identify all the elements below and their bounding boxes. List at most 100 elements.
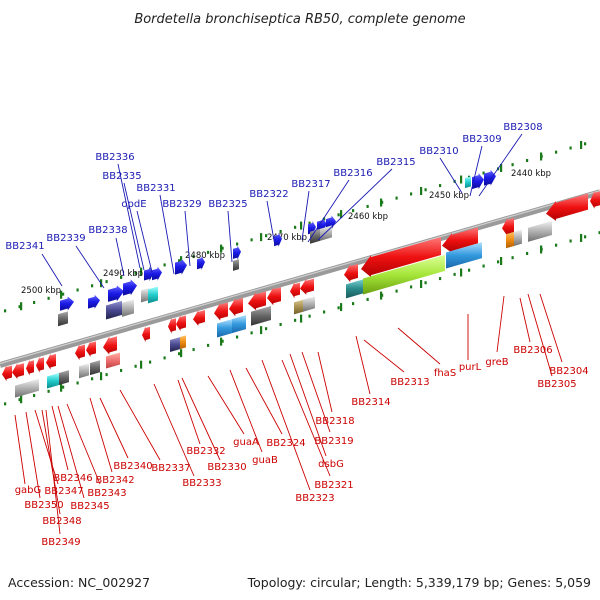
reverse-leader-line: [207, 375, 245, 435]
kbp-tick: [4, 402, 7, 406]
kbp-tick: [18, 398, 21, 402]
reverse-leader-line: [229, 369, 263, 453]
reverse-gene-label: BB2314: [351, 397, 390, 408]
kbp-tick: [497, 260, 500, 264]
forward-gene-arrow: [484, 169, 496, 186]
kbp-tick: [250, 238, 253, 242]
forward-gene-arrow: [472, 173, 484, 190]
reverse-gene-box: [170, 337, 180, 353]
kbp-major-tick: [260, 233, 263, 242]
reverse-gene-label: guaB: [252, 455, 278, 466]
forward-leader-line: [301, 190, 310, 241]
reverse-gene-label: purL: [459, 362, 482, 373]
reverse-gene-label: BB2350: [24, 500, 63, 511]
kbp-tick: [178, 259, 181, 263]
reverse-gene-arrow: [442, 227, 478, 253]
forward-gene-box: [122, 299, 134, 317]
forward-leader-line: [159, 194, 175, 275]
reverse-gene-box: [232, 315, 246, 334]
reverse-gene-label: BB2343: [87, 488, 126, 499]
reverse-leader-line: [25, 411, 41, 499]
forward-leader-line: [317, 168, 393, 241]
kbp-tick: [105, 280, 108, 284]
kbp-tick: [410, 285, 413, 289]
reverse-gene-label: BB2304: [549, 366, 588, 377]
genome-backbone-highlight: [0, 190, 600, 365]
kbp-tick: [163, 356, 166, 360]
reverse-gene-label: BB2346: [53, 473, 92, 484]
genome-backbone: [0, 189, 600, 368]
reverse-gene-arrow: [193, 309, 205, 326]
kbp-label: 2490 kbp: [103, 269, 143, 279]
forward-gene-box: [58, 311, 68, 327]
reverse-gene-arrow: [26, 359, 34, 376]
reverse-gene-arrow: [248, 291, 266, 311]
reverse-leader-line: [496, 295, 505, 353]
reverse-gene-box: [363, 254, 445, 295]
forward-leader-line: [307, 179, 350, 243]
kbp-tick: [221, 339, 224, 343]
reverse-leader-line: [301, 351, 331, 433]
forward-gene-box: [465, 176, 471, 189]
reverse-gene-arrow: [75, 344, 85, 361]
reverse-gene-label: BB2333: [182, 478, 221, 489]
kbp-major-tick: [100, 372, 103, 381]
kbp-tick: [511, 163, 514, 167]
reverse-leader-line: [153, 383, 195, 477]
kbp-tick: [163, 263, 166, 267]
forward-gene-label: BB2315: [376, 157, 415, 168]
kbp-major-tick: [300, 221, 303, 230]
kbp-major-tick: [580, 233, 583, 242]
kbp-major-tick: [380, 198, 383, 207]
forward-gene-arrow: [152, 266, 162, 281]
forward-gene-label: BB2338: [88, 225, 127, 236]
kbp-tick: [482, 264, 485, 268]
kbp-tick: [265, 327, 268, 331]
kbp-major-tick: [340, 210, 343, 219]
reverse-gene-arrow: [502, 217, 514, 236]
kbp-tick: [526, 159, 529, 163]
kbp-tick: [337, 306, 340, 310]
reverse-gene-box: [79, 363, 89, 379]
kbp-tick: [352, 302, 355, 306]
reverse-leader-line: [289, 353, 327, 457]
kbp-major-tick: [220, 337, 223, 346]
accession-text: Accession: NC_002927: [8, 575, 150, 590]
forward-gene-label: BB2336: [95, 152, 134, 163]
forward-gene-label: BB2339: [46, 233, 85, 244]
kbp-tick: [76, 288, 79, 292]
forward-gene-arrow: [108, 285, 124, 302]
kbp-tick: [134, 364, 137, 368]
reverse-gene-arrow: [36, 356, 44, 373]
kbp-tick: [410, 192, 413, 196]
kbp-major-tick: [180, 256, 183, 265]
reverse-gene-label: BB2347: [44, 486, 83, 497]
kbp-tick: [598, 231, 600, 235]
reverse-leader-line: [14, 414, 26, 485]
reverse-leader-line: [245, 367, 283, 435]
kbp-tick: [279, 230, 282, 234]
reverse-gene-label: BB2349: [41, 537, 80, 548]
reverse-gene-label: BB2348: [42, 516, 81, 527]
kbp-tick: [47, 296, 50, 300]
kbp-tick: [584, 235, 587, 239]
forward-gene-label: BB2317: [291, 179, 330, 190]
kbp-major-tick: [300, 314, 303, 323]
forward-gene-box: [310, 228, 320, 244]
reverse-leader-line: [527, 293, 553, 377]
kbp-tick: [337, 213, 340, 217]
forward-gene-arrow: [88, 294, 100, 309]
forward-gene-arrow: [233, 245, 241, 260]
reverse-gene-box: [251, 305, 271, 326]
reverse-gene-label: BB2306: [513, 345, 552, 356]
forward-gene-label: opdE: [121, 199, 146, 210]
forward-gene-arrow: [60, 296, 74, 311]
reverse-gene-box: [528, 221, 552, 242]
kbp-major-tick: [220, 244, 223, 253]
reverse-gene-box: [446, 242, 482, 269]
reverse-gene-label: BB2321: [314, 480, 353, 491]
kbp-tick: [308, 314, 311, 318]
reverse-leader-line: [119, 389, 161, 461]
kbp-major-tick: [380, 291, 383, 300]
forward-leader-line: [227, 210, 233, 263]
